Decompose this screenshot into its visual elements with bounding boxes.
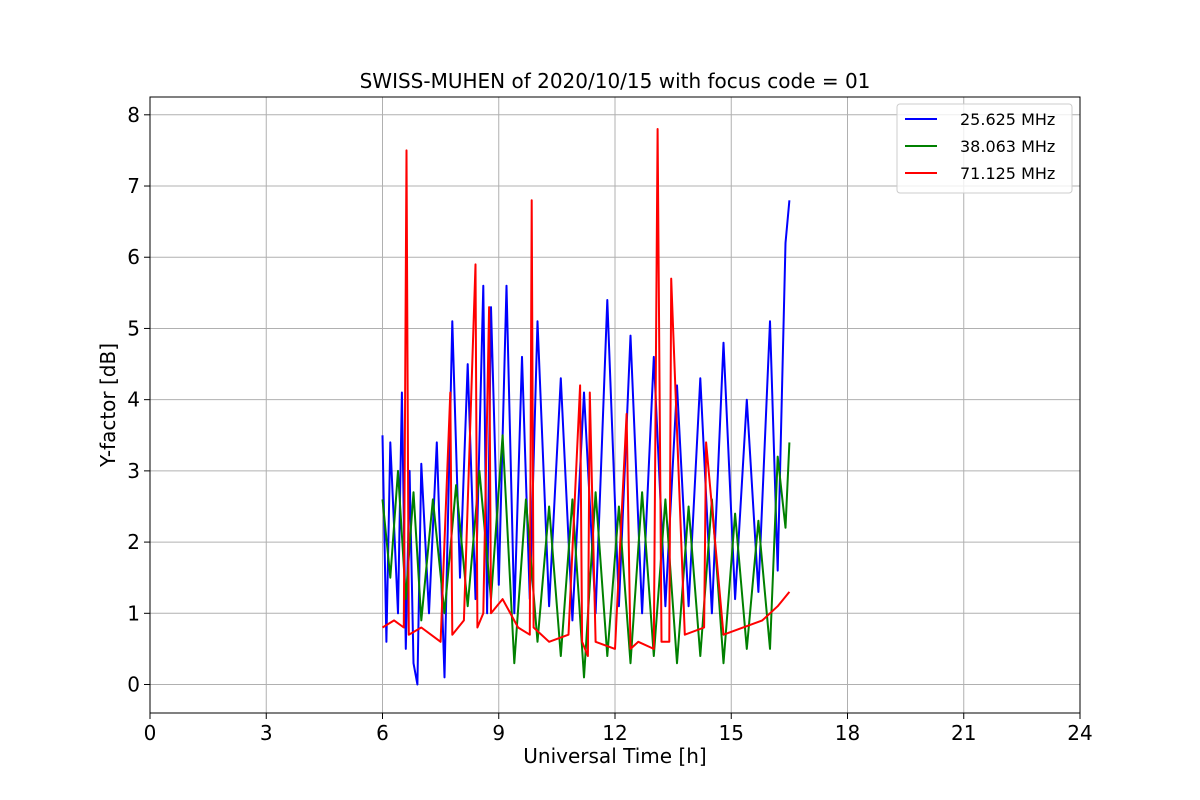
y-axis-title: Y-factor [dB] [96,343,120,468]
y-tick-label: 3 [127,459,140,483]
series-layer [381,128,791,686]
y-tick-label: 4 [127,388,140,412]
legend: 25.625 MHz 38.063 MHz 71.125 MHz [896,103,1073,194]
y-tick-label: 0 [127,673,140,697]
x-tick-label: 9 [492,721,505,745]
legend-box [896,103,1073,194]
y-tick-label: 1 [127,601,140,625]
legend-label: 25.625 MHz [960,110,1055,129]
y-tick-label: 6 [127,245,140,269]
x-tick-label: 3 [260,721,273,745]
x-tick-label: 0 [144,721,157,745]
x-tick-label: 24 [1067,721,1092,745]
chart-title: SWISS-MUHEN of 2020/10/15 with focus cod… [360,69,871,93]
legend-label: 38.063 MHz [960,137,1055,156]
y-tick-label: 8 [127,103,140,127]
x-tick-label: 21 [951,721,976,745]
x-tick-label: 12 [602,721,627,745]
x-tick-label: 15 [719,721,744,745]
series-line-2 [381,434,791,679]
y-tick-label: 2 [127,530,140,554]
series-line-3 [381,128,791,657]
legend-label: 71.125 MHz [960,164,1055,183]
x-tick-label: 6 [376,721,389,745]
x-tick-label: 18 [835,721,860,745]
y-tick-label: 7 [127,174,140,198]
x-axis-title: Universal Time [h] [523,744,706,768]
y-tick-label: 5 [127,316,140,340]
